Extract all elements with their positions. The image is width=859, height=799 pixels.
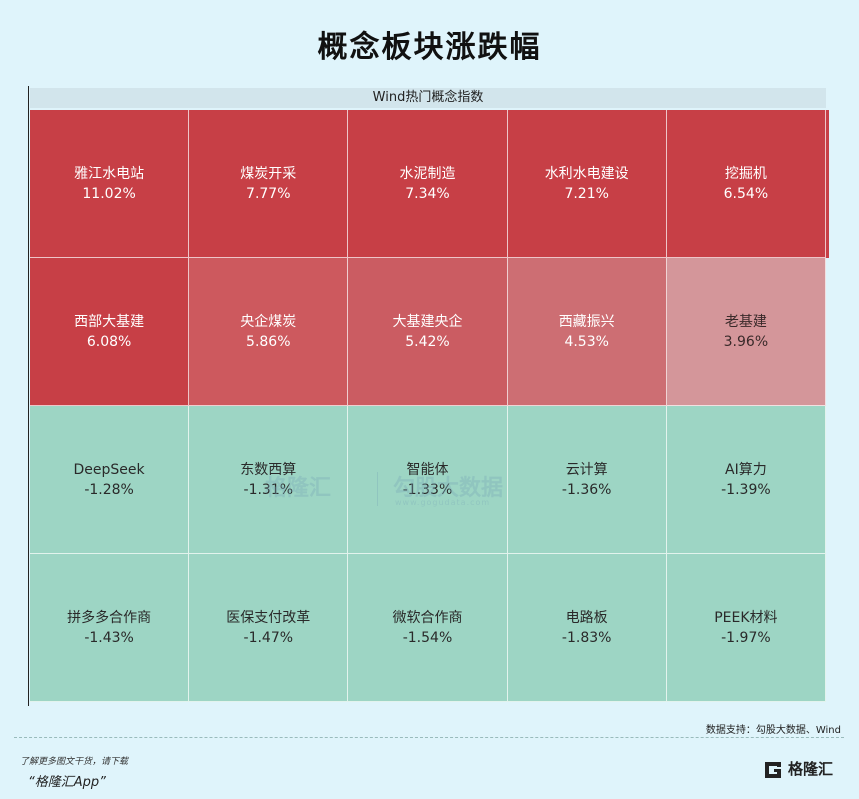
heatmap-tile: DeepSeek -1.28% bbox=[30, 406, 190, 554]
tile-value: -1.33% bbox=[402, 481, 453, 498]
brand-name: 格隆汇 bbox=[788, 760, 834, 778]
tile-name: 微软合作商 bbox=[392, 609, 463, 626]
tile-name: 西部大基建 bbox=[74, 313, 145, 330]
tile-name: 雅江水电站 bbox=[74, 165, 145, 182]
tile-value: -1.47% bbox=[243, 629, 294, 646]
tile-value: -1.43% bbox=[84, 629, 134, 646]
heatmap-tile: 煤炭开采 7.77% bbox=[189, 110, 349, 258]
tile-name: 智能体 bbox=[406, 461, 449, 478]
tile-value: 6.08% bbox=[86, 333, 132, 350]
tile-value: -1.97% bbox=[721, 629, 771, 646]
tile-value: -1.54% bbox=[402, 629, 453, 646]
tile-value: -1.31% bbox=[243, 481, 294, 498]
tile-name: 云计算 bbox=[565, 461, 608, 478]
tile-value: 7.21% bbox=[564, 185, 609, 202]
heatmap-tile: 西部大基建 6.08% bbox=[30, 258, 190, 406]
brand-g-icon bbox=[765, 761, 781, 778]
heatmap-tile: AI算力 -1.39% bbox=[666, 406, 826, 554]
tile-value: -1.28% bbox=[84, 481, 134, 498]
heatmap-subtitle: Wind热门概念指数 bbox=[30, 88, 826, 108]
heatmap-tile: PEEK材料 -1.97% bbox=[666, 554, 826, 702]
heatmap-tile: 雅江水电站 11.02% bbox=[30, 110, 190, 258]
footer-line1: 了解更多图文干货，请下载 bbox=[20, 757, 129, 767]
tile-name: 水泥制造 bbox=[399, 165, 456, 182]
tile-value: 11.02% bbox=[82, 185, 136, 202]
tile-name: 水利水电建设 bbox=[544, 165, 629, 182]
heatmap-tile: 微软合作商 -1.54% bbox=[348, 554, 508, 702]
heatmap-tile: 水利水电建设 7.21% bbox=[507, 110, 667, 258]
tile-name: 老基建 bbox=[724, 313, 767, 330]
tile-value: -1.39% bbox=[721, 481, 771, 498]
brand-logo: 格隆汇 bbox=[762, 758, 833, 781]
right-edge-accent bbox=[826, 110, 829, 258]
heatmap-tile: 挖掘机 6.54% bbox=[666, 110, 826, 258]
tile-name: AI算力 bbox=[725, 461, 767, 478]
footer-divider bbox=[14, 737, 844, 738]
tile-value: 5.86% bbox=[246, 333, 291, 350]
heatmap-frame: Wind热门概念指数 雅江水电站 11.02% 煤炭开采 7.77% 水泥制造 7.34%… bbox=[28, 86, 830, 706]
heatmap-tile: 西藏振兴 4.53% bbox=[507, 258, 667, 406]
tile-name: DeepSeek bbox=[73, 461, 145, 478]
heatmap-tile: 电路板 -1.83% bbox=[507, 554, 667, 702]
heatmap-tile: 老基建 3.96% bbox=[666, 258, 826, 406]
left-axis-line bbox=[28, 86, 29, 706]
tile-value: -1.36% bbox=[561, 481, 612, 498]
tile-name: 拼多多合作商 bbox=[67, 609, 152, 626]
tile-name: 西藏振兴 bbox=[558, 313, 615, 330]
tile-name: 电路板 bbox=[565, 609, 608, 626]
chart-title: 概念板块涨跌幅 bbox=[317, 30, 542, 65]
tile-value: 7.34% bbox=[405, 185, 450, 202]
tile-value: -1.83% bbox=[561, 629, 612, 646]
heatmap-tile: 智能体 -1.33% bbox=[348, 406, 508, 554]
tile-name: PEEK材料 bbox=[714, 609, 778, 626]
heatmap-tile: 医保支付改革 -1.47% bbox=[189, 554, 349, 702]
tile-value: 5.42% bbox=[405, 333, 450, 350]
heatmap-tile: 东数西算 -1.31% bbox=[189, 406, 349, 554]
heatmap-tile: 央企煤炭 5.86% bbox=[189, 258, 349, 406]
footer-line2: “格隆汇App” bbox=[28, 775, 106, 790]
tile-value: 4.53% bbox=[564, 333, 609, 350]
tile-name: 央企煤炭 bbox=[240, 313, 297, 330]
tile-name: 煤炭开采 bbox=[240, 165, 297, 182]
heatmap-tile: 拼多多合作商 -1.43% bbox=[30, 554, 190, 702]
tile-value: 3.96% bbox=[723, 333, 769, 350]
tile-value: 7.77% bbox=[246, 185, 291, 202]
heatmap-grid: 雅江水电站 11.02% 煤炭开采 7.77% 水泥制造 7.34% 水利水电建设 7.21%… bbox=[30, 110, 826, 702]
tile-value: 6.54% bbox=[723, 185, 769, 202]
tile-name: 挖掘机 bbox=[724, 165, 767, 182]
tile-name: 医保支付改革 bbox=[226, 609, 311, 626]
heatmap-tile: 大基建央企 5.42% bbox=[348, 258, 508, 406]
tile-name: 大基建央企 bbox=[392, 313, 463, 330]
heatmap-tile: 云计算 -1.36% bbox=[507, 406, 667, 554]
tile-name: 东数西算 bbox=[240, 461, 297, 478]
heatmap-tile: 水泥制造 7.34% bbox=[348, 110, 508, 258]
data-source: 数据支持：勾股大数据、Wind bbox=[705, 725, 841, 736]
